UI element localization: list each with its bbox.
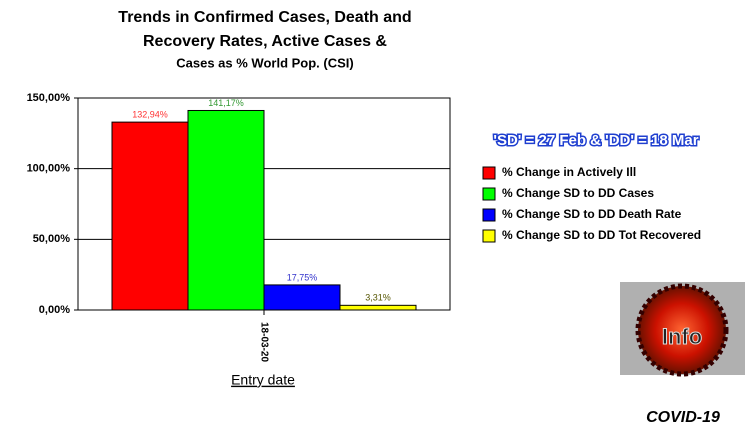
x-tick-label: 18-03-20 <box>258 322 269 362</box>
chart-title: Trends in Confirmed Cases, Death and <box>118 9 411 26</box>
y-tick-label: 150,00% <box>27 92 71 104</box>
bar <box>339 304 417 311</box>
value-label: 3,31% <box>365 293 391 303</box>
legend-label: % Change SD to DD Cases <box>502 186 654 200</box>
chart-subtitle: Cases as % World Pop. (CSI) <box>176 55 353 70</box>
x-axis-label: Entry date <box>231 372 295 388</box>
bar <box>263 284 341 311</box>
legend-swatch <box>482 166 496 180</box>
bar <box>187 109 265 311</box>
logo-virus <box>635 283 729 377</box>
legend-swatch <box>482 229 496 243</box>
legend-label: % Change SD to DD Death Rate <box>502 207 682 221</box>
y-tick-label: 50,00% <box>33 233 71 245</box>
value-label: 141,17% <box>208 98 244 108</box>
annotation: 'SD' = 27 Feb & 'DD' = 18 Mar <box>493 132 698 149</box>
logo-text: Info <box>662 324 702 349</box>
legend-swatch <box>482 208 496 222</box>
y-tick-label: 100,00% <box>27 163 71 175</box>
value-label: 132,94% <box>132 109 168 119</box>
legend-swatch <box>482 187 496 201</box>
legend-label: % Change in Actively Ill <box>502 165 636 179</box>
bar <box>111 121 189 311</box>
y-tick-label: 0,00% <box>39 304 70 316</box>
logo-caption: COVID-19 <box>646 409 720 426</box>
chart-title: Recovery Rates, Active Cases & <box>143 33 387 50</box>
logo: Info COVID-19 <box>620 282 745 426</box>
value-label: 17,75% <box>287 272 318 282</box>
legend-label: % Change SD to DD Tot Recovered <box>502 228 701 242</box>
